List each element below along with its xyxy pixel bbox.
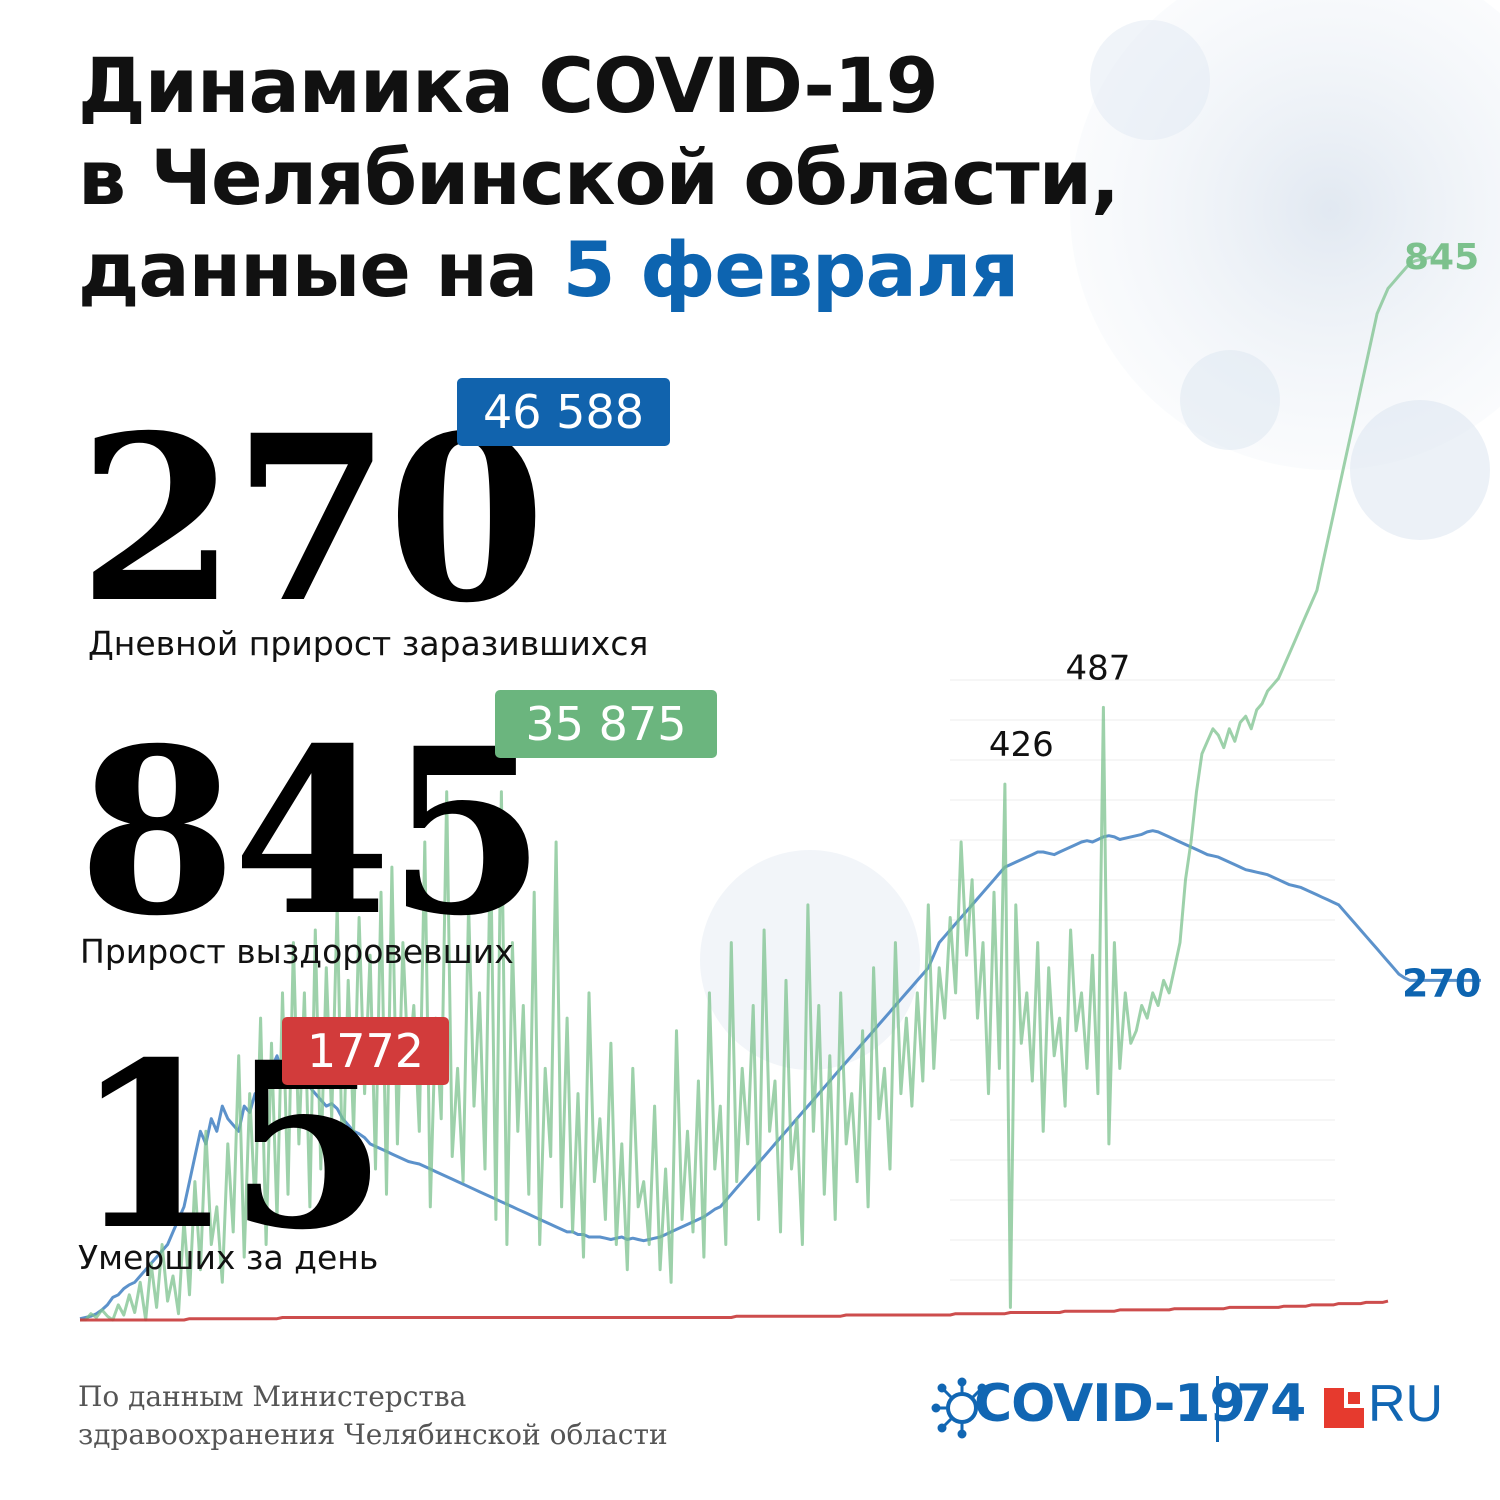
deaths-series-line [80,1299,1389,1322]
chart-annotations: 426 487 845 270 [989,237,1481,1005]
logo-covid-text: COVID-19 [974,1374,1246,1434]
source-line-2: здравоохранения Челябинской области [78,1418,668,1451]
logo-divider [1216,1376,1219,1442]
title-line-1: Динамика COVID-19 [78,41,939,130]
logo-74-text: 74 [1236,1374,1306,1434]
cases-total-badge: 46 588 [457,378,670,446]
deaths-daily-label: Умерших за день [78,1238,379,1277]
page-title: Динамика COVID-19 в Челябинской области,… [78,40,1120,316]
source-line-1: По данным Министерства [78,1380,467,1413]
peak-label: 426 [989,725,1054,765]
logo-ru-text: RU [1368,1375,1444,1433]
cases-daily-label: Дневной прирост заразившихся [88,624,649,663]
recovered-daily-value: 845 [78,698,546,966]
covid-74ru-logo: COVID-19 74 RU [930,1370,1460,1450]
title-date: 5 февраля [562,225,1020,314]
recovered-daily-label: Прирост выздоровевших [80,932,514,971]
recovered-end-label: 845 [1404,237,1479,278]
virus-icon [931,1377,987,1439]
deaths-total-badge: 1772 [282,1017,449,1085]
title-prefix: данные на [78,225,563,314]
logo-square-icon [1324,1388,1364,1428]
data-source-note: По данным Министерства здравоохранения Ч… [78,1378,668,1454]
recovered-total-badge: 35 875 [495,690,717,758]
title-line-2: в Челябинской области, [78,133,1120,222]
peak-label: 487 [1065,648,1130,688]
cases-end-label: 270 [1402,961,1481,1005]
title-line-3: данные на 5 февраля [78,224,1119,316]
